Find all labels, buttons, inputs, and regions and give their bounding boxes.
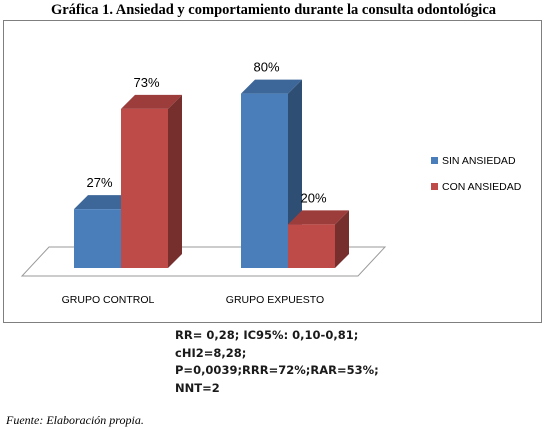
bar-sin-ansiedad-grupo-control: [74, 209, 121, 268]
legend-item-sin-ansiedad: SIN ANSIEDAD: [431, 153, 521, 168]
legend-swatch-con-ansiedad: [431, 183, 438, 190]
stats-line-p: P=0,0039;RRR=72%;RAR=53%;: [175, 363, 379, 377]
data-label-con-ansiedad-grupo-expuesto: 20%: [300, 190, 326, 205]
statistics-block: RR= 0,28; IC95%: 0,10-0,81; cHI2=8,28; P…: [175, 327, 379, 397]
chart-title: Gráfica 1. Ansiedad y comportamiento dur…: [50, 2, 497, 18]
chart-legend: SIN ANSIEDAD CON ANSIEDAD: [431, 153, 521, 205]
stats-line-chi2: cHI2=8,28;: [175, 345, 247, 360]
bar-top-sin-ansiedad-grupo-expuesto: [241, 79, 302, 94]
legend-label-con-ansiedad: CON ANSIEDAD: [442, 180, 522, 193]
chart-frame: [3, 20, 542, 323]
bar-con-ansiedad-grupo-expuesto: [288, 224, 335, 268]
bar-top-sin-ansiedad-grupo-control: [74, 195, 135, 210]
bar-con-ansiedad-grupo-control: [121, 108, 168, 268]
stats-line-nnt: NNT=2: [175, 380, 220, 395]
legend-label-sin-ansiedad: SIN ANSIEDAD: [442, 154, 516, 167]
category-label-grupo-control: GRUPO CONTROL: [62, 294, 155, 306]
legend-swatch-sin-ansiedad: [431, 157, 438, 164]
stats-line-rr: RR= 0,28; IC95%: 0,10-0,81;: [175, 328, 359, 342]
bar-top-con-ansiedad-grupo-expuesto: [288, 210, 349, 225]
legend-item-con-ansiedad: CON ANSIEDAD: [431, 179, 521, 194]
data-label-sin-ansiedad-grupo-control: 27%: [86, 175, 112, 190]
source-note: Fuente: Elaboración propia.: [6, 413, 144, 427]
category-label-grupo-expuesto: GRUPO EXPUESTO: [226, 294, 324, 306]
bar-sin-ansiedad-grupo-expuesto: [241, 93, 288, 268]
data-label-con-ansiedad-grupo-control: 73%: [133, 75, 159, 90]
bar-top-con-ansiedad-grupo-control: [121, 94, 182, 109]
bar-side-con-ansiedad-grupo-control: [168, 94, 182, 268]
data-label-sin-ansiedad-grupo-expuesto: 80%: [253, 60, 279, 75]
bar-side-con-ansiedad-grupo-expuesto: [335, 210, 349, 268]
